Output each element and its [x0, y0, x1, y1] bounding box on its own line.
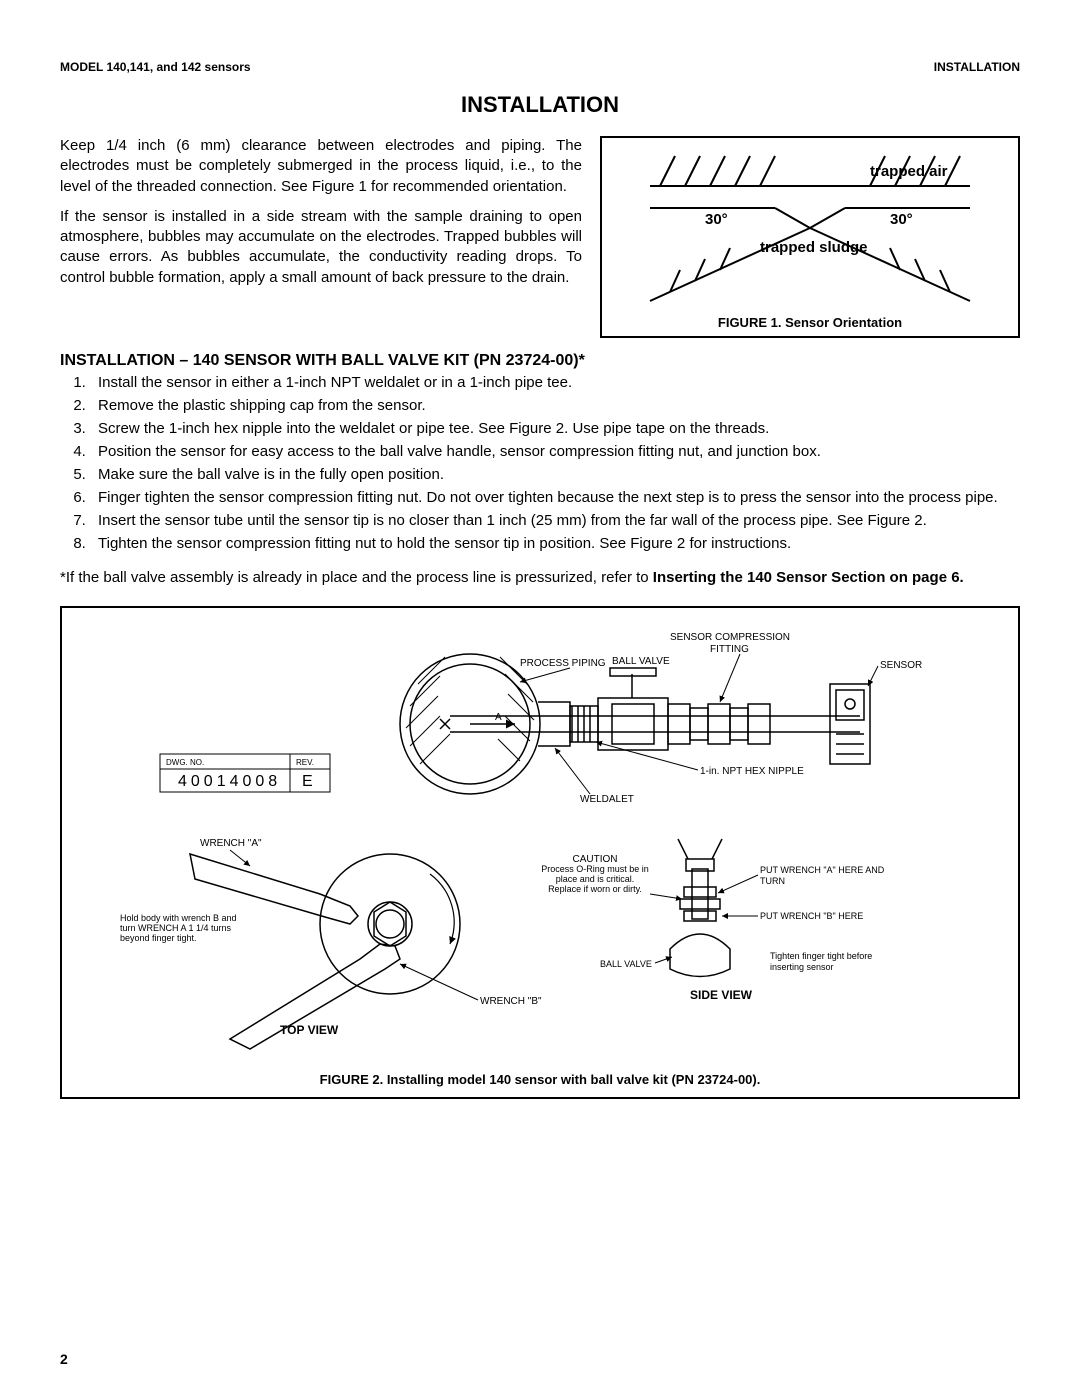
fig2-put-b: PUT WRENCH "B" HERE — [760, 911, 863, 921]
figure-1-svg: trapped air 30° 30° trapped sludge — [620, 146, 1000, 306]
fig2-top-view: TOP VIEW — [280, 1023, 339, 1037]
header-right: INSTALLATION — [934, 60, 1020, 74]
figure-2-svg: SENSOR COMPRESSION FITTING PROCESS PIPIN… — [100, 624, 980, 1064]
fig2-label-sensor-compression: SENSOR COMPRESSION — [670, 632, 790, 643]
fig2-dwgno-label: DWG. NO. — [166, 758, 204, 767]
step-2: Remove the plastic shipping cap from the… — [90, 395, 1020, 416]
fig2-hold-body: Hold body with wrench B and turn WRENCH … — [120, 914, 250, 944]
step-5: Make sure the ball valve is in the fully… — [90, 464, 1020, 485]
step-6: Finger tighten the sensor compression fi… — [90, 487, 1020, 508]
figure-1: trapped air 30° 30° trapped sludge FIGUR… — [600, 136, 1020, 338]
step-4: Position the sensor for easy access to t… — [90, 441, 1020, 462]
fig1-label-sludge: trapped sludge — [760, 239, 868, 256]
intro-paragraph-1: Keep 1/4 inch (6 mm) clearance between e… — [60, 136, 582, 197]
fig2-ballvalve-side: BALL VALVE — [600, 959, 652, 969]
step-8: Tighten the sensor compression fitting n… — [90, 533, 1020, 554]
fig2-rev: E — [302, 773, 313, 790]
fig2-tighten-2: inserting sensor — [770, 962, 834, 972]
fig2-wrench-a: WRENCH "A" — [200, 838, 262, 849]
fig1-label-air: trapped air — [870, 163, 948, 180]
fig2-label-piping: PROCESS PIPING — [520, 658, 606, 669]
fig1-angle-right: 30° — [890, 211, 913, 228]
fig2-tighten-1: Tighten finger tight before — [770, 951, 872, 961]
install-steps: Install the sensor in either a 1-inch NP… — [60, 372, 1020, 554]
fig2-side-view: SIDE VIEW — [690, 988, 753, 1002]
fig2-label-weldalet: WELDALET — [580, 794, 634, 805]
fig2-put-a-2: TURN — [760, 876, 785, 886]
step-7: Insert the sensor tube until the sensor … — [90, 510, 1020, 531]
fig2-dim-a: A — [495, 712, 502, 723]
page-number: 2 — [60, 1351, 68, 1367]
fig2-label-sensor: SENSOR — [880, 660, 922, 671]
fig2-caution-body: Process O-Ring must be in place and is c… — [540, 865, 650, 895]
fig2-label-ballvalve: BALL VALVE — [612, 656, 670, 667]
fig2-dwgno: 40014008 — [178, 773, 281, 790]
fig2-label-fitting: FITTING — [710, 644, 749, 655]
footnote: *If the ball valve assembly is already i… — [60, 568, 1020, 588]
intro-paragraph-2: If the sensor is installed in a side str… — [60, 207, 582, 288]
section-heading: INSTALLATION – 140 SENSOR WITH BALL VALV… — [60, 352, 1020, 370]
footnote-bold: Inserting the 140 Sensor Section on page… — [653, 569, 964, 586]
fig1-angle-left: 30° — [705, 211, 728, 228]
figure-1-caption: FIGURE 1. Sensor Orientation — [610, 315, 1010, 330]
figure-2: SENSOR COMPRESSION FITTING PROCESS PIPIN… — [60, 606, 1020, 1099]
figure-2-caption: FIGURE 2. Installing model 140 sensor wi… — [78, 1072, 1002, 1087]
fig2-wrench-b: WRENCH "B" — [480, 996, 542, 1007]
fig2-rev-label: REV. — [296, 758, 314, 767]
page-title: INSTALLATION — [60, 92, 1020, 118]
fig2-label-hex: 1-in. NPT HEX NIPPLE — [700, 766, 804, 777]
fig2-put-a-1: PUT WRENCH "A" HERE AND — [760, 865, 885, 875]
page-header: MODEL 140,141, and 142 sensors INSTALLAT… — [60, 60, 1020, 74]
step-3: Screw the 1-inch hex nipple into the wel… — [90, 418, 1020, 439]
intro-text: Keep 1/4 inch (6 mm) clearance between e… — [60, 136, 582, 338]
header-left: MODEL 140,141, and 142 sensors — [60, 60, 251, 74]
step-1: Install the sensor in either a 1-inch NP… — [90, 372, 1020, 393]
footnote-prefix: *If the ball valve assembly is already i… — [60, 569, 653, 586]
